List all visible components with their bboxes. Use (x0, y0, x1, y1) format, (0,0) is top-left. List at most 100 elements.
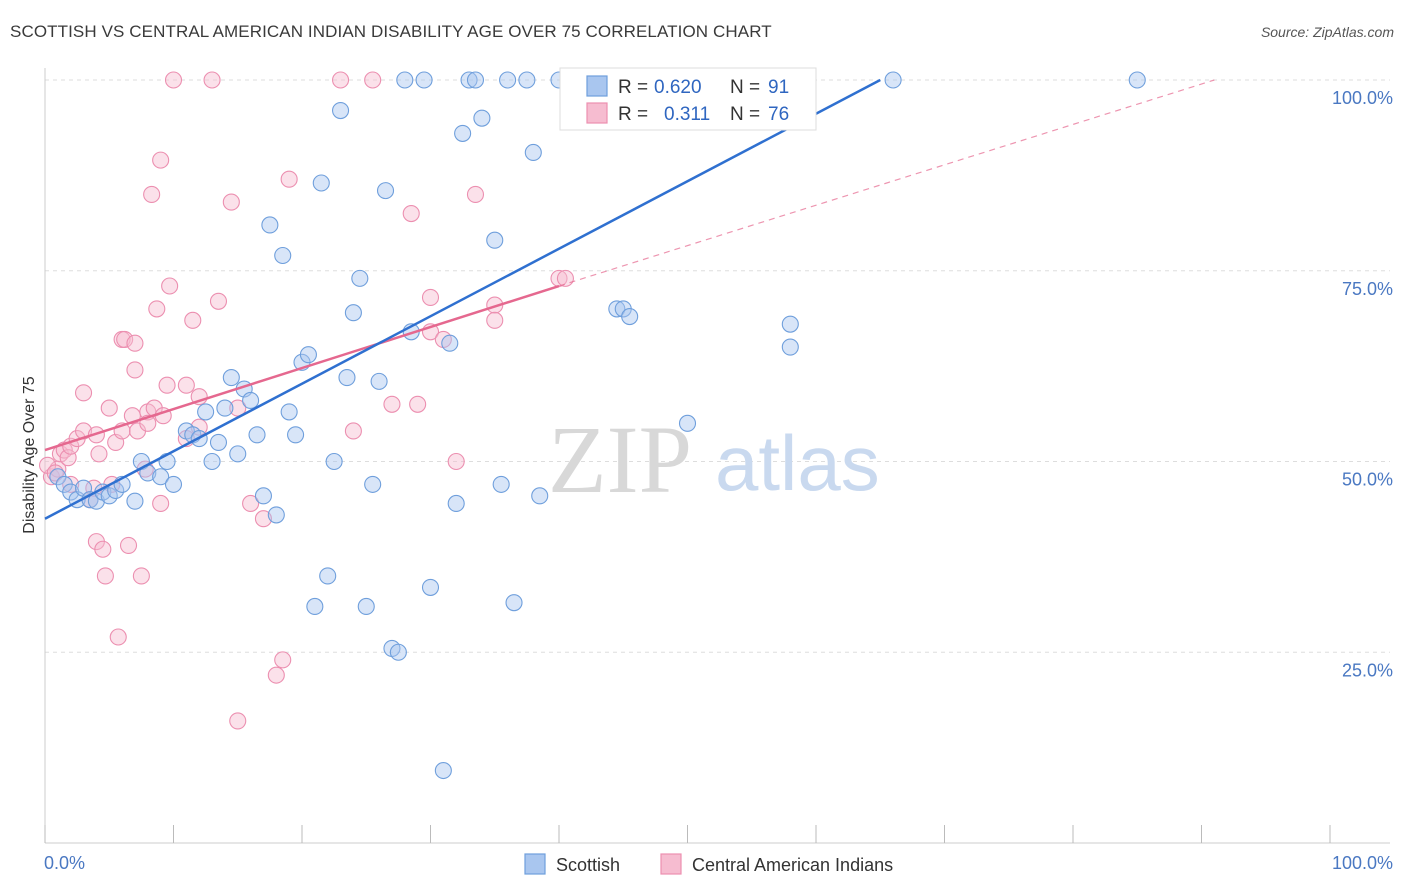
cai-point (267, 666, 285, 684)
scottish-trend-line (44, 78, 881, 520)
scottish-point (351, 269, 369, 287)
scottish-point (216, 399, 234, 417)
scottish-point (209, 433, 228, 451)
cai-point (556, 269, 574, 287)
cai-point (383, 395, 401, 413)
cai-point (402, 204, 420, 223)
scottish-point (280, 403, 298, 421)
scottish-point (621, 307, 639, 326)
scottish-point (222, 369, 240, 387)
scottish-point (254, 487, 273, 505)
scottish-point (486, 231, 504, 249)
scottish-point (338, 369, 356, 387)
scottish-point (306, 597, 324, 616)
legend-r-value-cai: 0.311 (664, 104, 710, 125)
cai-point (184, 311, 202, 329)
y-tick-label: 50.0% (1342, 470, 1393, 490)
cai-point (274, 651, 292, 669)
scottish-point (164, 475, 183, 493)
scottish-point (376, 182, 395, 200)
cai-point (164, 71, 183, 89)
y-tick-label: 25.0% (1342, 660, 1393, 680)
scottish-point (248, 426, 266, 444)
scottish-point (396, 71, 414, 89)
scottish-point (287, 426, 305, 444)
bottom-legend-swatch-cai (660, 853, 682, 875)
watermark-atlas: atlas (715, 419, 880, 507)
chart-title: SCOTTISH VS CENTRAL AMERICAN INDIAN DISA… (10, 22, 772, 41)
trend-lines (44, 78, 1215, 520)
scottish-point (473, 109, 491, 127)
cai-point (152, 494, 170, 513)
x-tick-label: 100.0% (1332, 853, 1393, 873)
scottish-point (531, 487, 549, 505)
cai-point (116, 330, 134, 348)
legend-r-value-scottish: 0.620 (654, 77, 702, 98)
cai-trend-line (44, 284, 560, 452)
scottish-point (267, 506, 285, 524)
scottish-point (415, 71, 433, 89)
cai-point (119, 536, 138, 554)
scottish-point (197, 403, 215, 421)
legend-r-label-scottish: R = (618, 77, 648, 98)
cai-point (209, 292, 228, 310)
cai-point (409, 395, 427, 413)
cai-point (254, 510, 273, 528)
cai-trend-extension (558, 79, 1215, 287)
scottish-point (319, 567, 337, 585)
top-legend: R = 0.620 N = 91 R = 0.311 N = 76 (559, 67, 817, 131)
scottish-point (126, 492, 144, 510)
cai-points (39, 71, 722, 730)
scottish-point (261, 216, 279, 234)
cai-point (158, 376, 176, 394)
cai-point (364, 71, 382, 89)
y-tick-label: 100.0% (1332, 88, 1393, 108)
scottish-point (499, 71, 517, 89)
cai-point (203, 71, 221, 89)
bottom-legend-label-scottish: Scottish (556, 855, 620, 875)
cai-point (152, 151, 170, 169)
scottish-point (608, 300, 626, 318)
scottish-point (152, 468, 170, 486)
scottish-point (274, 246, 292, 265)
cai-point (96, 567, 114, 585)
bottom-legend-swatch-scottish (524, 853, 546, 875)
scottish-point (325, 452, 343, 471)
scottish-point (524, 143, 542, 162)
cai-point (280, 170, 298, 188)
cai-point (229, 712, 247, 730)
scottish-point (242, 391, 260, 410)
cai-point (75, 384, 93, 402)
cai-point (177, 376, 195, 394)
scottish-point (434, 761, 452, 780)
cai-point (242, 494, 260, 513)
cai-point (421, 288, 440, 307)
scottish-point (884, 71, 902, 89)
y-tick-label: 75.0% (1342, 279, 1393, 299)
scottish-point (299, 346, 317, 364)
x-tick-label: 0.0% (44, 853, 85, 873)
cai-point (344, 422, 362, 440)
scottish-point (505, 594, 523, 612)
chart-source: Source: ZipAtlas.com (1260, 24, 1394, 40)
scottish-point (389, 643, 407, 661)
grid-lines (45, 79, 1390, 653)
scottish-point (781, 338, 799, 356)
bottom-legend: Scottish Central American Indians (524, 853, 893, 875)
cai-point (132, 567, 150, 585)
cai-point (90, 445, 108, 463)
cai-point (109, 628, 127, 646)
scottish-point (87, 492, 105, 510)
cai-point (143, 185, 161, 203)
scottish-point (421, 578, 440, 596)
scottish-point (203, 452, 221, 471)
legend-n-value-cai: 76 (768, 104, 789, 125)
scottish-point (441, 334, 459, 352)
scottish-point (678, 414, 697, 432)
cai-point (447, 452, 465, 471)
scottish-point (781, 315, 799, 333)
cai-point (331, 71, 350, 89)
scottish-point (370, 372, 388, 390)
scottish-point (1128, 71, 1146, 89)
cai-point (126, 361, 144, 379)
